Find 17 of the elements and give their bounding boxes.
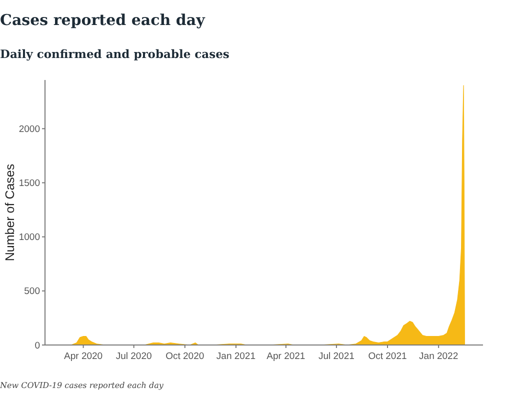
text: New COVID-19 cases reported each day [0, 381, 164, 390]
y-tick-label: 1500 [18, 178, 40, 190]
y-tick-label: 500 [24, 286, 40, 298]
x-tick-label: Oct 2020 [166, 351, 204, 362]
x-tick-label: Jan 2022 [419, 351, 458, 362]
y-tick-label: 2000 [18, 124, 40, 135]
x-tick-label: Jan 2021 [216, 351, 256, 362]
y-tick-label: 1000 [18, 232, 40, 244]
x-tick-label: Jul 2021 [318, 351, 354, 362]
y-tick-label: 0 [34, 340, 40, 352]
x-tick-label: Oct 2021 [368, 351, 407, 362]
chart-subtitle: Daily confirmed and probable cases [0, 47, 230, 61]
chart-title: Cases reported each day [0, 11, 206, 29]
x-tick-label: Jul 2020 [116, 351, 152, 362]
x-tick-label: Apr 2021 [266, 351, 306, 362]
y-axis-title: Number of Cases [3, 164, 17, 262]
x-tick-label: Apr 2020 [64, 351, 103, 362]
